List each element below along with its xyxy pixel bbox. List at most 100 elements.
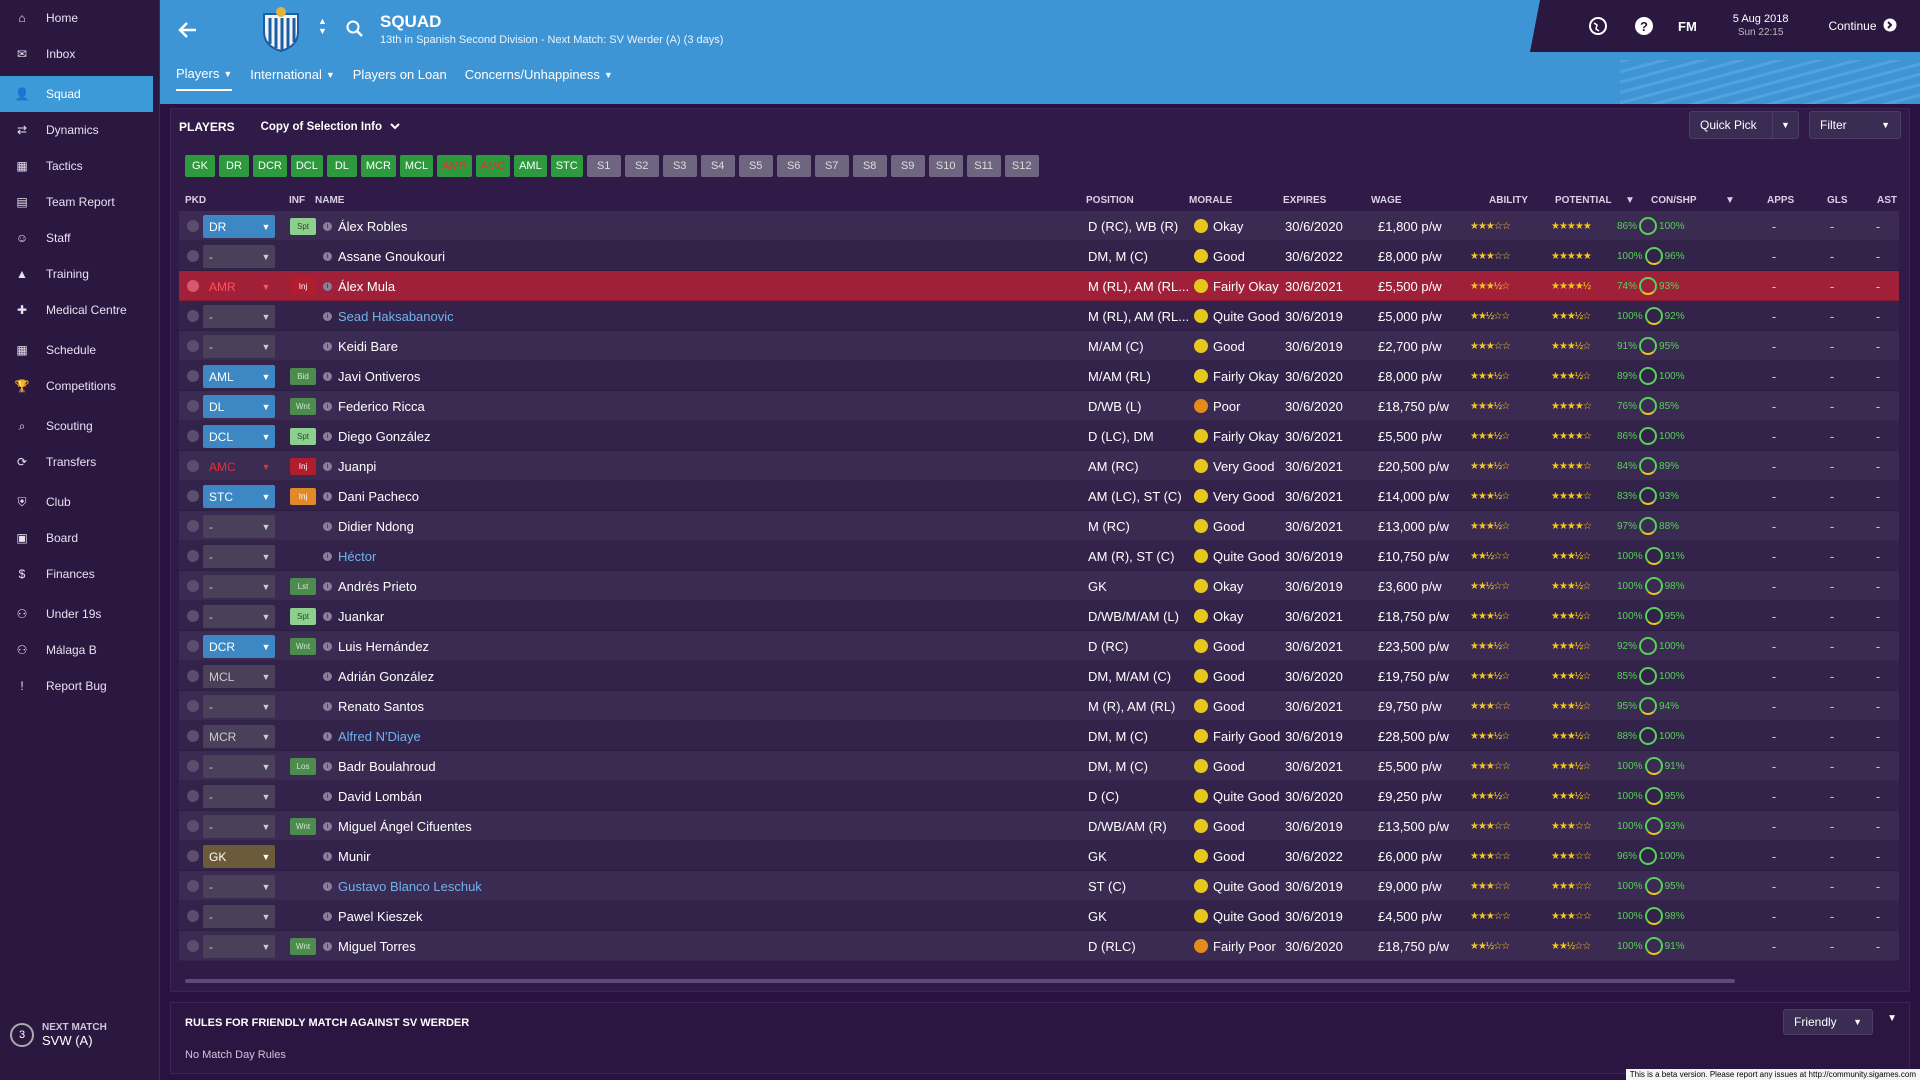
filter-button[interactable]: Filter ▼ [1809,111,1901,139]
table-row[interactable]: DCR ▼ Wnt i Luis Hernández D (RC) Good 30/6/202… [179,631,1899,661]
col-position[interactable]: POSITION [1086,195,1134,206]
table-row[interactable]: - ▼ i Gustavo Blanco Leschuk ST (C) Quite Goo… [179,871,1899,901]
tab-concerns-unhappiness[interactable]: Concerns/Unhappiness ▼ [465,66,613,91]
player-name[interactable]: Didier Ndong [338,518,414,534]
expand-chevron-icon[interactable]: ▼ [1887,1013,1897,1024]
row-checkbox[interactable] [187,571,201,601]
sidebar-item-m-laga-b[interactable]: ⚇ Málaga B [0,632,159,668]
position-button-amr[interactable]: AMR [437,155,472,177]
info-icon[interactable]: i [323,901,333,931]
position-button-dcl[interactable]: DCL [290,155,323,177]
picked-position-dropdown[interactable]: - ▼ [203,335,275,358]
row-checkbox[interactable] [187,271,201,301]
row-checkbox[interactable] [187,841,201,871]
picked-position-dropdown[interactable]: DR ▼ [203,215,275,238]
sidebar-item-board[interactable]: ▣ Board [0,520,159,556]
info-icon[interactable]: i [323,781,333,811]
col-pkd[interactable]: PKD [185,195,207,206]
table-row[interactable]: - ▼ i Sead Haksabanovic M (RL), AM (RL... Qui… [179,301,1899,331]
match-type-dropdown[interactable]: Friendly ▼ [1783,1009,1873,1035]
player-name[interactable]: Álex Mula [338,278,396,294]
sort-desc-icon[interactable]: ▼ [1625,195,1635,206]
position-button-dl[interactable]: DL [326,155,357,177]
position-button-s6[interactable]: S6 [776,155,811,177]
table-row[interactable]: - ▼ i Héctor AM (R), ST (C) Quite Good 30/6/20… [179,541,1899,571]
world-icon[interactable] [1586,14,1610,38]
player-name[interactable]: Héctor [338,548,377,564]
table-row[interactable]: MCL ▼ i Adrián González DM, M/AM (C) Good 30/6… [179,661,1899,691]
info-icon[interactable]: i [323,721,333,751]
row-checkbox[interactable] [187,661,201,691]
picked-position-dropdown[interactable]: - ▼ [203,605,275,628]
picked-position-dropdown[interactable]: AMR ▼ [203,275,275,298]
player-name[interactable]: Badr Boulahroud [338,758,436,774]
info-icon[interactable]: i [323,511,333,541]
picked-position-dropdown[interactable]: - ▼ [203,905,275,928]
position-button-s10[interactable]: S10 [928,155,963,177]
player-name[interactable]: Renato Santos [338,698,425,714]
col-ast[interactable]: AST [1877,195,1897,206]
position-button-aml[interactable]: AML [514,155,547,177]
info-icon[interactable]: i [323,421,333,451]
row-checkbox[interactable] [187,331,201,361]
sidebar-item-staff[interactable]: ☺ Staff [0,220,159,256]
help-icon[interactable]: ? [1632,14,1656,38]
position-button-s2[interactable]: S2 [624,155,659,177]
tab-players[interactable]: Players ▼ [176,66,233,91]
info-icon[interactable]: i [323,871,333,901]
player-name[interactable]: Pawel Kieszek [338,908,423,924]
table-row[interactable]: - ▼ Wnt i Miguel Torres D (RLC) Fairly Poor 30/… [179,931,1899,961]
sidebar-item-team-report[interactable]: ▤ Team Report [0,184,159,220]
position-button-s12[interactable]: S12 [1004,155,1039,177]
picked-position-dropdown[interactable]: - ▼ [203,755,275,778]
back-arrow-icon[interactable] [176,18,200,42]
info-icon[interactable]: i [323,751,333,781]
position-button-s8[interactable]: S8 [852,155,887,177]
picked-position-dropdown[interactable]: - ▼ [203,785,275,808]
position-button-mcr[interactable]: MCR [360,155,396,177]
table-row[interactable]: - ▼ i Didier Ndong M (RC) Good 30/6/2021 £13,00… [179,511,1899,541]
position-button-stc[interactable]: STC [550,155,583,177]
picked-position-dropdown[interactable]: - ▼ [203,875,275,898]
player-name[interactable]: Luis Hernández [338,638,430,654]
picked-position-dropdown[interactable]: - ▼ [203,815,275,838]
player-name[interactable]: Munir [338,848,371,864]
row-checkbox[interactable] [187,901,201,931]
row-checkbox[interactable] [187,241,201,271]
info-icon[interactable]: i [323,661,333,691]
sidebar-item-report-bug[interactable]: ! Report Bug [0,668,159,704]
info-icon[interactable]: i [323,541,333,571]
info-icon[interactable]: i [323,571,333,601]
horizontal-scrollbar[interactable] [185,979,1735,983]
position-button-s4[interactable]: S4 [700,155,735,177]
table-row[interactable]: - ▼ i Renato Santos M (R), AM (RL) Good 30/6/2… [179,691,1899,721]
row-checkbox[interactable] [187,391,201,421]
info-icon[interactable]: i [323,931,333,961]
col-conshp[interactable]: CON/SHP [1651,195,1697,206]
picked-position-dropdown[interactable]: DCR ▼ [203,635,275,658]
table-row[interactable]: - ▼ i Keidi Bare M/AM (C) Good 30/6/2019 £2,700… [179,331,1899,361]
player-name[interactable]: Assane Gnoukouri [338,248,445,264]
row-checkbox[interactable] [187,601,201,631]
position-button-s7[interactable]: S7 [814,155,849,177]
row-checkbox[interactable] [187,871,201,901]
position-button-dcr[interactable]: DCR [253,155,287,177]
player-name[interactable]: Gustavo Blanco Leschuk [338,878,482,894]
table-row[interactable]: DR ▼ Spt i Álex Robles D (RC), WB (R) Okay 30/6… [179,211,1899,241]
table-row[interactable]: - ▼ i Pawel Kieszek GK Quite Good 30/6/2019 £4,… [179,901,1899,931]
col-ability[interactable]: ABILITY [1489,195,1528,206]
sidebar-item-inbox[interactable]: ✉ Inbox [0,36,159,72]
view-selector[interactable]: Copy of Selection Info [261,121,400,133]
info-icon[interactable]: i [323,361,333,391]
table-row[interactable]: DL ▼ Wnt i Federico Ricca D/WB (L) Poor 30/6/20… [179,391,1899,421]
row-checkbox[interactable] [187,481,201,511]
picked-position-dropdown[interactable]: MCL ▼ [203,665,275,688]
position-button-dr[interactable]: DR [219,155,249,177]
info-icon[interactable]: i [323,301,333,331]
info-icon[interactable]: i [323,601,333,631]
col-morale[interactable]: MORALE [1189,195,1233,206]
table-row[interactable]: - ▼ i David Lombán D (C) Quite Good 30/6/2020 £… [179,781,1899,811]
col-gls[interactable]: GLS [1827,195,1848,206]
row-checkbox[interactable] [187,781,201,811]
picked-position-dropdown[interactable]: - ▼ [203,245,275,268]
